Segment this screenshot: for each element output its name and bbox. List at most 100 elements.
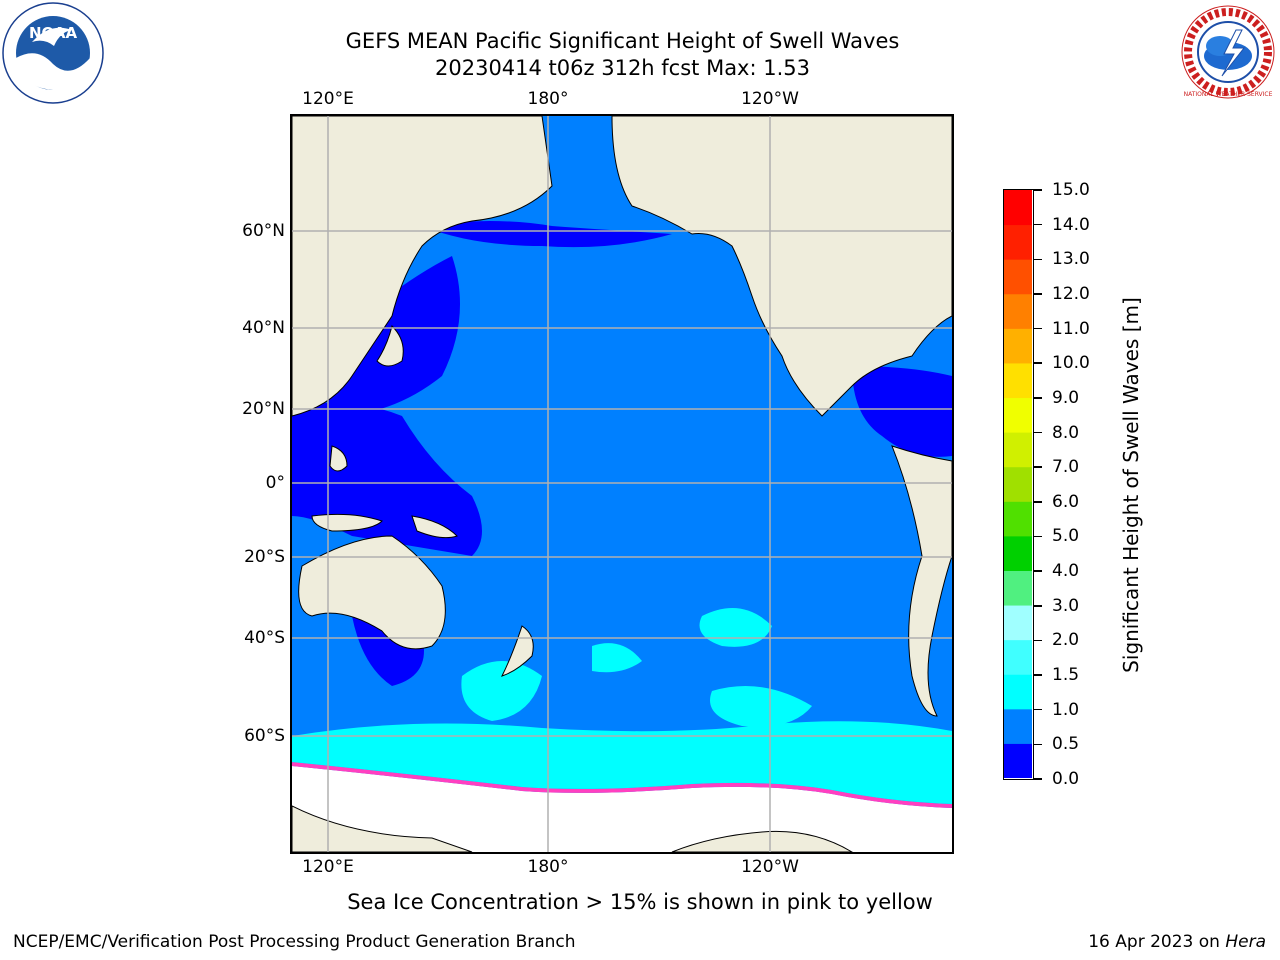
colorbar-tick-label: 0.5 — [1052, 734, 1080, 755]
bottom-lon-label-180: 180° — [527, 857, 569, 877]
colorbar-tick-label: 1.0 — [1052, 699, 1080, 720]
colorbar-tick-label: 13.0 — [1052, 249, 1090, 270]
colorbar-tick-mark — [1034, 362, 1042, 364]
antarctica-land-east — [671, 830, 853, 852]
colorbar-tick-mark — [1034, 535, 1042, 538]
bottom-lon-label-120w: 120°W — [741, 857, 799, 877]
colorbar-tick-label: 15.0 — [1052, 180, 1090, 200]
colorbar-tick-mark — [1034, 674, 1042, 676]
lat-label-20n: 20°N — [242, 399, 285, 419]
bottom-lon-label-120e: 120°E — [302, 857, 354, 877]
land-south-america — [891, 445, 952, 717]
colorbar-tick-label: 7.0 — [1052, 457, 1080, 478]
colorbar-tick-mark — [1034, 189, 1042, 191]
footer-host: Hera — [1225, 932, 1266, 952]
lat-label-40s: 40°S — [244, 628, 285, 648]
antarctica-land-west — [292, 805, 473, 852]
colorbar-tick-label: 4.0 — [1052, 561, 1080, 582]
colorbar-tick-mark — [1034, 397, 1042, 399]
map-svg — [292, 116, 952, 852]
chart-subtitle: 20230414 t06z 312h fcst Max: 1.53 — [435, 56, 810, 80]
noaa-logo: NOAA — [2, 2, 104, 104]
colorbar-segment — [1004, 639, 1032, 675]
colorbar-tick-mark — [1034, 570, 1042, 572]
colorbar-tick-label: 1.5 — [1052, 665, 1080, 686]
top-lon-label-120w: 120°W — [741, 89, 799, 109]
lat-label-20s: 20°S — [244, 547, 285, 567]
colorbar-segment — [1004, 328, 1032, 364]
colorbar-segment — [1004, 708, 1032, 744]
map-gridlines — [292, 116, 952, 852]
colorbar-tick-mark — [1034, 605, 1042, 607]
land-indonesia — [311, 513, 383, 532]
colorbar-segment — [1004, 397, 1032, 433]
colorbar-tick-mark — [1034, 258, 1042, 261]
swell-patch-3 — [592, 643, 642, 673]
colorbar-tick-label: 9.0 — [1052, 387, 1080, 408]
lat-label-60n: 60°N — [242, 221, 285, 241]
swell-band-southern-ocean — [292, 721, 952, 804]
colorbar-svg — [1004, 190, 1032, 779]
land-new-guinea — [411, 515, 458, 539]
sea-ice-note: Sea Ice Concentration > 15% is shown in … — [347, 890, 933, 914]
footer-date-text: 16 Apr 2023 on — [1088, 932, 1220, 952]
lat-label-0: 0° — [265, 473, 285, 493]
colorbar-segment — [1004, 224, 1032, 260]
swell-patch-1 — [461, 661, 542, 721]
colorbar-segment — [1004, 432, 1032, 468]
swell-patch-2 — [699, 608, 772, 647]
lat-label-40n: 40°N — [242, 318, 285, 338]
colorbar-segment — [1004, 293, 1032, 329]
nws-logo-text: NATIONAL WEATHER SERVICE — [1184, 91, 1273, 98]
top-lon-label-120e: 120°E — [302, 89, 354, 109]
colorbar-tick-mark — [1034, 743, 1042, 746]
colorbar-tick-mark — [1034, 431, 1042, 434]
noaa-logo-text: NOAA — [29, 24, 78, 42]
colorbar-tick-label: 6.0 — [1052, 491, 1080, 512]
top-lon-label-180: 180° — [527, 89, 569, 109]
swell-patch-4 — [710, 686, 812, 727]
land-north-america — [611, 116, 952, 417]
colorbar-tick-mark — [1034, 466, 1042, 468]
low-swell-gulf-caribbean — [852, 366, 952, 457]
land-japan — [376, 325, 404, 367]
antarctic-ice — [292, 766, 952, 852]
colorbar-tick-label: 8.0 — [1052, 422, 1080, 443]
colorbar-tick-mark — [1034, 501, 1042, 503]
colorbar-segment — [1004, 605, 1032, 641]
footer-credit: NCEP/EMC/Verification Post Processing Pr… — [13, 932, 576, 952]
colorbar-tick-mark — [1034, 778, 1042, 780]
land-australia — [298, 535, 446, 650]
ice-edge-south — [292, 762, 952, 808]
colorbar-tick-label: 0.0 — [1052, 769, 1080, 789]
colorbar-tick-label: 5.0 — [1052, 526, 1080, 547]
nws-logo: NATIONAL WEATHER SERVICE — [1178, 4, 1278, 100]
colorbar-segment — [1004, 259, 1032, 295]
colorbar-tick-mark — [1034, 223, 1042, 226]
colorbar-tick-mark — [1034, 639, 1042, 642]
colorbar-segment — [1004, 501, 1032, 537]
colorbar-tick-label: 2.0 — [1052, 630, 1080, 651]
colorbar-segment — [1004, 674, 1032, 710]
colorbar-tick-mark — [1034, 293, 1042, 295]
colorbar-segment — [1004, 535, 1032, 571]
colorbar-segment — [1004, 190, 1032, 226]
colorbar-segment — [1004, 570, 1032, 606]
colorbar-tick-mark — [1034, 327, 1042, 330]
colorbar — [1003, 189, 1034, 780]
chart-title: GEFS MEAN Pacific Significant Height of … — [345, 29, 900, 53]
low-swell-bering — [422, 221, 672, 248]
colorbar-tick-label: 14.0 — [1052, 214, 1090, 235]
swell-height-map — [290, 114, 954, 854]
land-asia — [292, 116, 553, 417]
colorbar-tick-label: 11.0 — [1052, 318, 1090, 339]
colorbar-segment — [1004, 743, 1032, 779]
lat-label-60s: 60°S — [244, 726, 285, 746]
colorbar-tick-label: 12.0 — [1052, 283, 1090, 304]
colorbar-tick-label: 3.0 — [1052, 595, 1080, 616]
footer-date: 16 Apr 2023 on Hera — [1088, 932, 1266, 952]
colorbar-segment — [1004, 466, 1032, 502]
colorbar-tick-mark — [1034, 708, 1042, 711]
colorbar-label: Significant Height of Swell Waves [m] — [1119, 297, 1143, 673]
land-philippines — [329, 445, 348, 472]
